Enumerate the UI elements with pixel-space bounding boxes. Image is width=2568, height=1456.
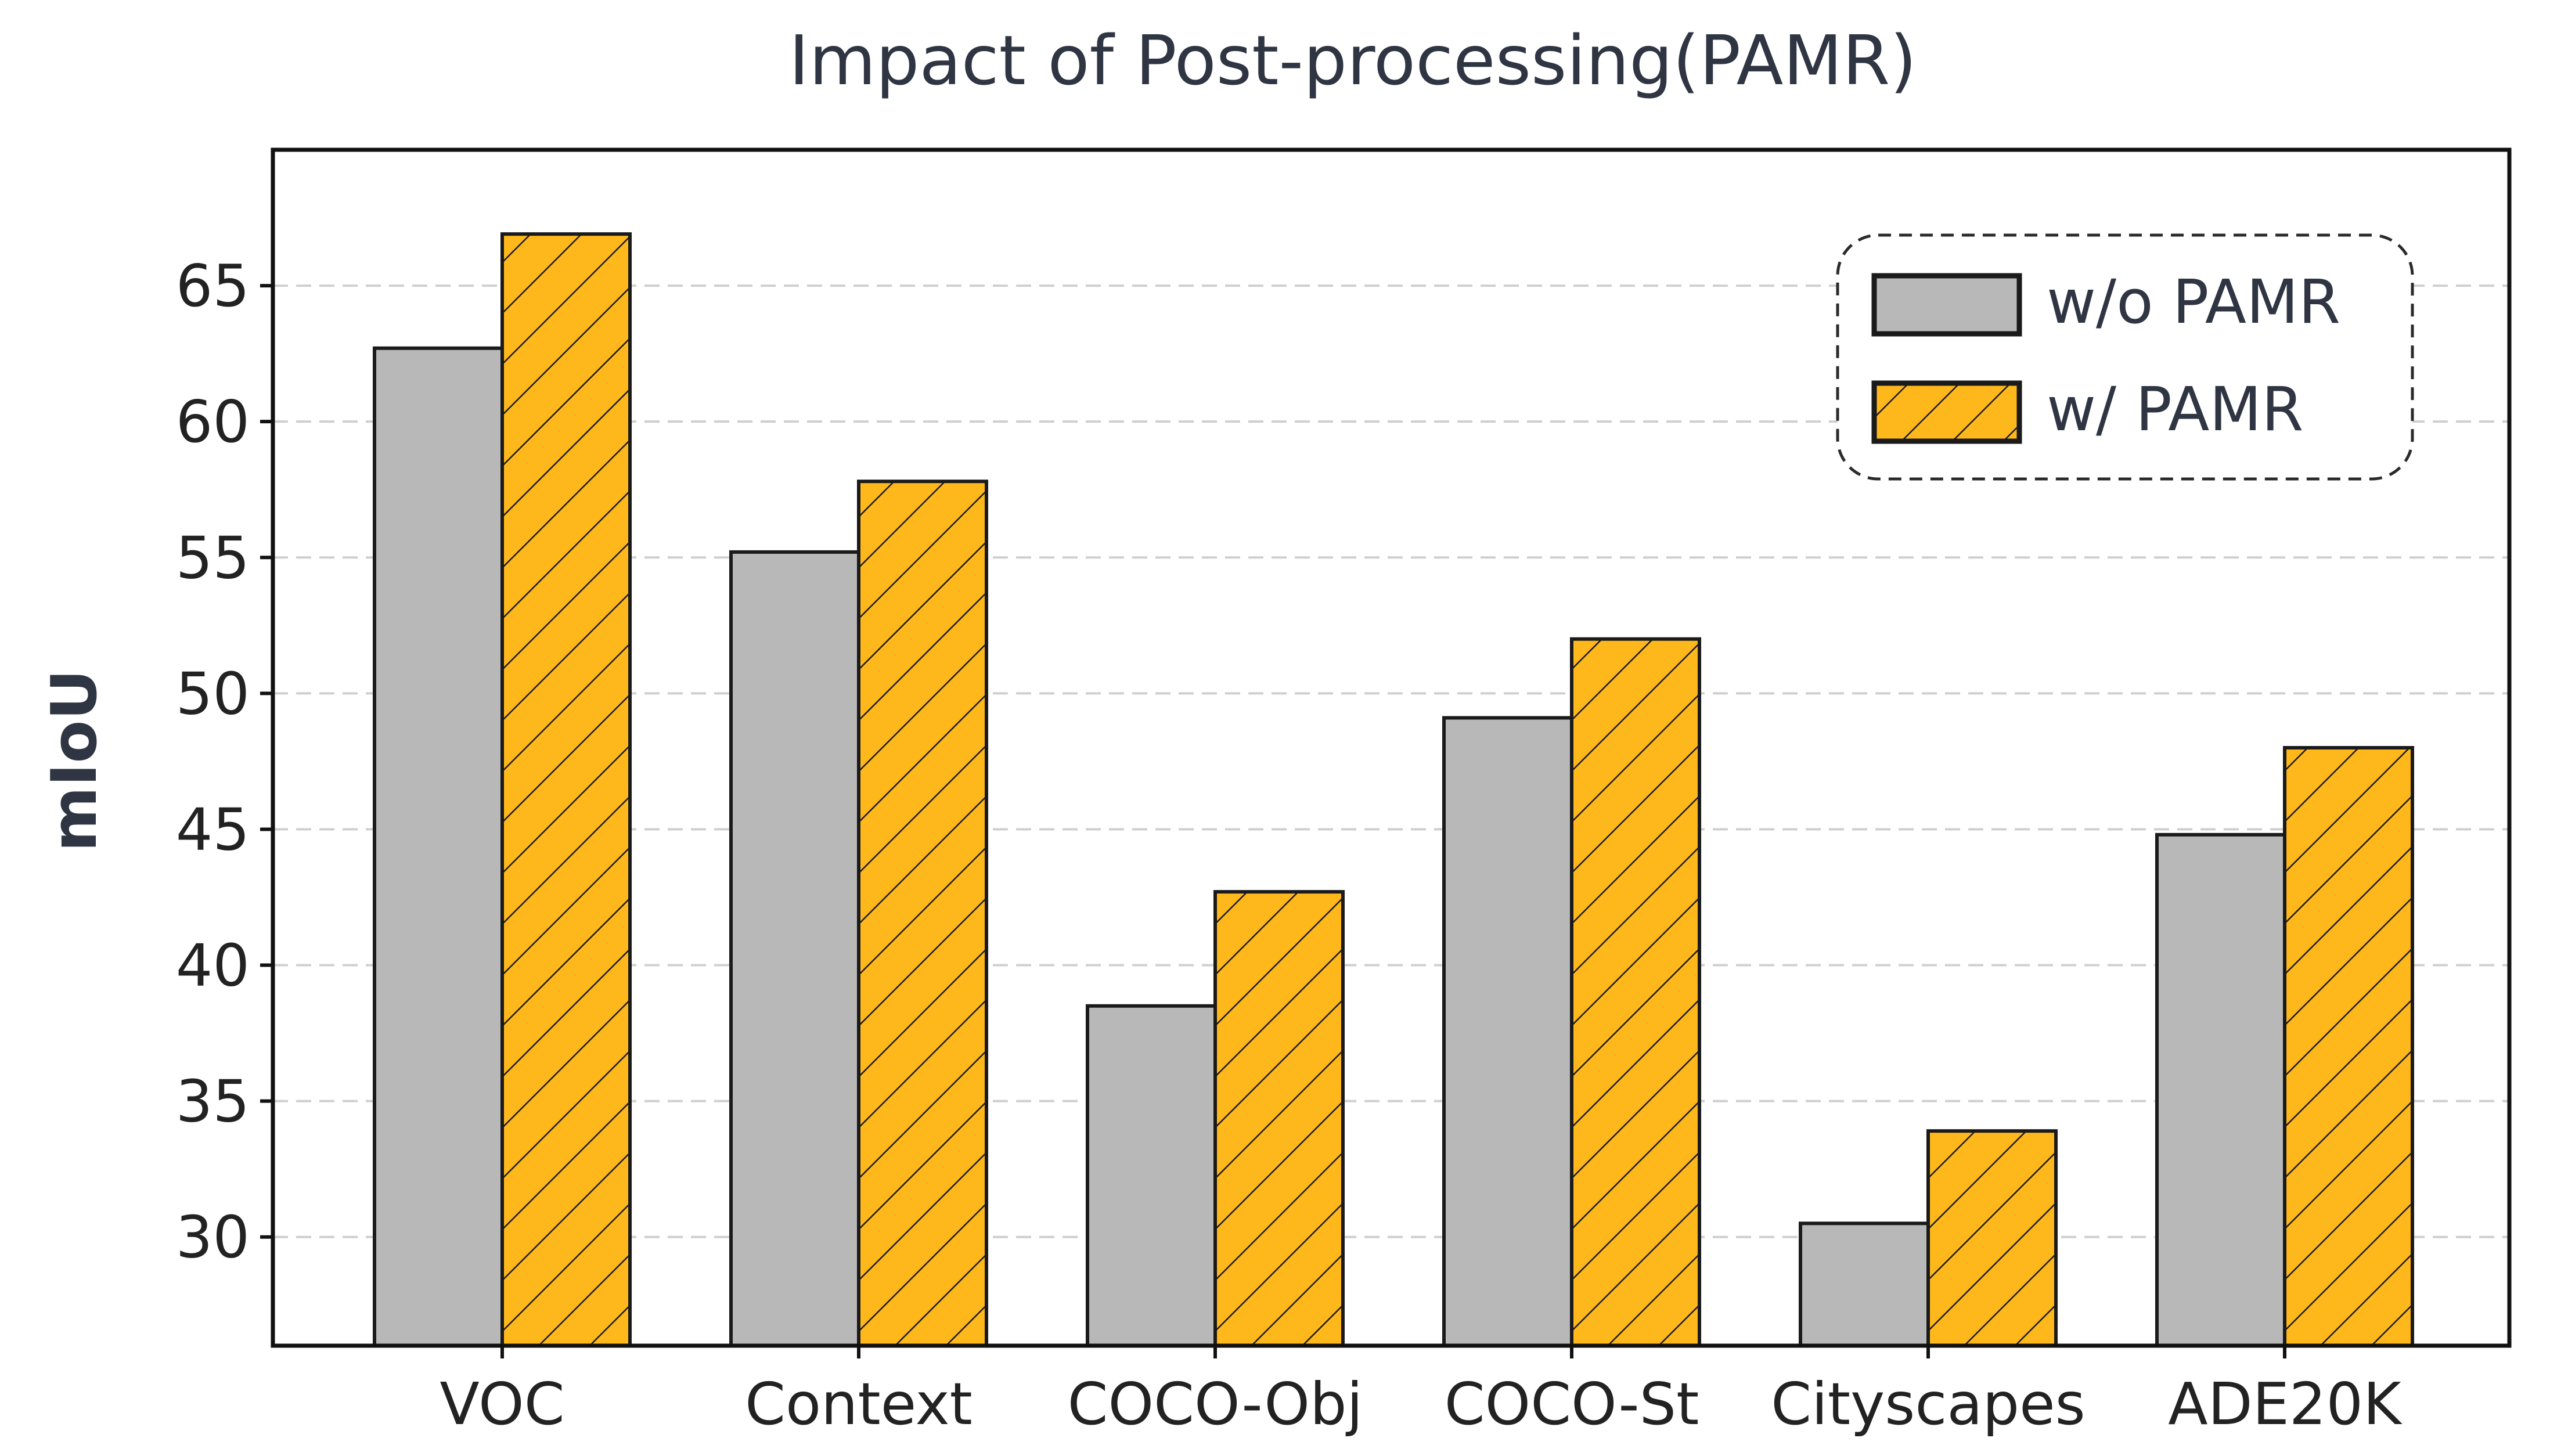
x-tick-label: COCO-St <box>1445 1370 1699 1438</box>
legend-swatch-without-pamr <box>1871 273 2022 337</box>
bars <box>373 232 2414 1348</box>
y-tick-label: 55 <box>176 524 250 592</box>
bar-without-pamr-context <box>729 550 860 1348</box>
bar-with-pamr-cityscapes <box>1926 1129 2058 1347</box>
y-tick-label: 40 <box>176 932 250 1000</box>
x-tick-label: Context <box>745 1370 973 1438</box>
chart-title: Impact of Post-processing(PAMR) <box>789 20 1917 100</box>
bar-with-pamr-context <box>857 480 988 1348</box>
bar-with-pamr-coco-st <box>1570 637 1701 1347</box>
plot-frame <box>271 147 2512 1348</box>
y-tick-label: 50 <box>176 659 250 727</box>
x-tick-label: VOC <box>440 1370 564 1438</box>
legend: w/o PAMR w/ PAMR <box>1836 233 2414 481</box>
bar-without-pamr-coco-st <box>1442 716 1573 1347</box>
y-axis-ticks: 30 35 40 45 50 55 60 65 <box>176 252 273 1271</box>
bar-with-pamr-ade20k <box>2283 746 2414 1347</box>
bar-without-pamr-ade20k <box>2155 832 2286 1348</box>
gridlines <box>273 284 2509 1238</box>
bar-without-pamr-coco-obj <box>1086 1004 1217 1347</box>
bar-without-pamr-voc <box>373 346 504 1347</box>
legend-label-without-pamr: w/o PAMR <box>2047 266 2340 337</box>
y-tick-label: 45 <box>176 795 250 863</box>
legend-label-with-pamr: w/ PAMR <box>2047 374 2303 445</box>
y-tick-label: 35 <box>176 1068 250 1136</box>
y-tick-label: 60 <box>176 388 250 456</box>
x-tick-label: Cityscapes <box>1771 1370 2085 1438</box>
x-tick-label: COCO-Obj <box>1068 1370 1363 1438</box>
bar-with-pamr-voc <box>500 232 632 1347</box>
x-axis-ticks: VOC Context COCO-Obj COCO-St Cityscapes ADE20… <box>440 1346 2403 1438</box>
bar-with-pamr-coco-obj <box>1213 890 1345 1347</box>
y-tick-label: 30 <box>176 1203 250 1271</box>
legend-swatch-with-pamr <box>1871 380 2022 444</box>
y-axis-label: mIoU <box>38 669 111 852</box>
bar-without-pamr-cityscapes <box>1799 1221 1930 1347</box>
y-tick-label: 65 <box>176 252 250 320</box>
x-tick-label: ADE20K <box>2168 1370 2403 1438</box>
